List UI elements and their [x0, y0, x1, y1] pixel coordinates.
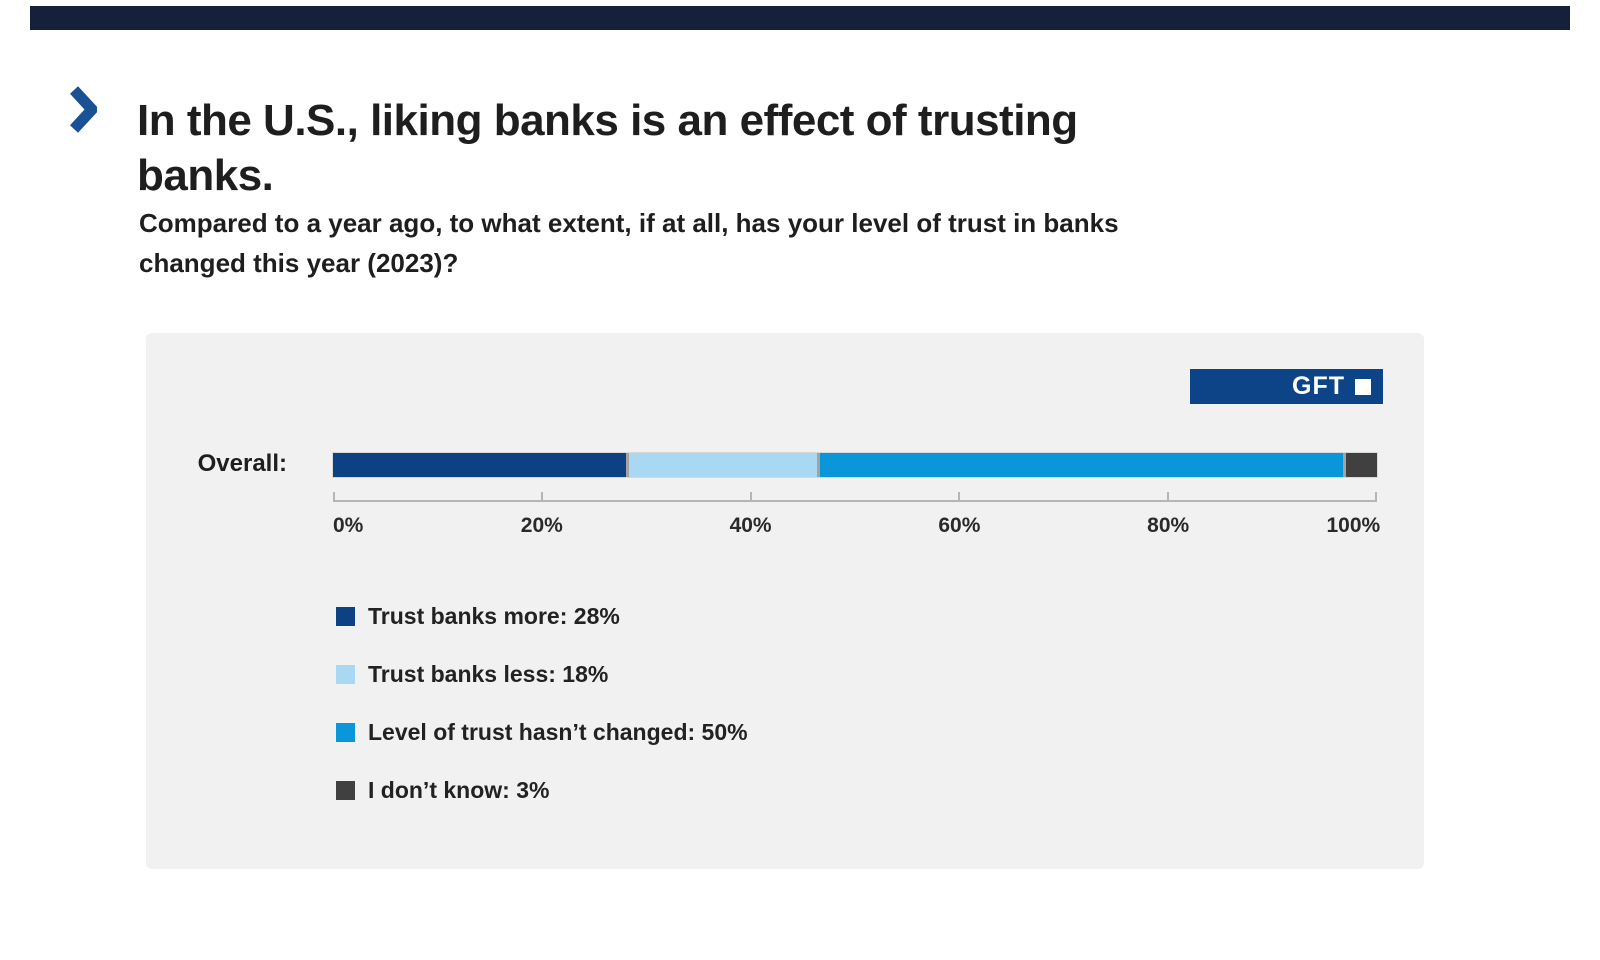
page-title-line-2: banks.: [137, 151, 274, 201]
gft-badge: GFT: [1190, 369, 1383, 404]
legend-label-trust-banks-less: Trust banks less: 18%: [368, 661, 609, 687]
top-accent-bar: [30, 6, 1570, 30]
gft-badge-label: GFT: [1292, 372, 1345, 400]
page-title-line-1: In the U.S., liking banks is an effect o…: [137, 96, 1078, 146]
legend-item-i-don-t-know: I don’t know: 3%: [336, 777, 748, 803]
x-axis-tick-80: [1167, 492, 1170, 500]
gft-logo-square-icon: [1355, 378, 1371, 395]
x-axis-label-60: 60%: [938, 514, 981, 537]
category-label: Overall:: [197, 450, 287, 477]
x-axis-tick-60: [958, 492, 961, 500]
survey-question-line-2: changed this year (2023)?: [139, 248, 459, 278]
chart-panel: GFT Overall: 0% 20% 40% 60% 80% 100% Trust ba…: [146, 333, 1424, 869]
page-title: In the U.S., liking banks is an effect o…: [137, 93, 1437, 203]
x-axis-tick-0: [333, 492, 335, 500]
x-axis-tick-100: [1375, 492, 1377, 500]
legend-swatch-trust-banks-more: [336, 607, 355, 626]
x-axis-label-0: 0%: [333, 514, 364, 537]
x-axis-label-100: 100%: [1326, 514, 1381, 537]
x-axis-tick-20: [540, 492, 543, 500]
stacked-bar: [332, 452, 1378, 478]
bar-segment-level-of-trust-hasn-t-changed: [816, 453, 1343, 477]
survey-question-line-1: Compared to a year ago, to what extent, …: [139, 208, 1119, 238]
x-axis-line: [333, 500, 1377, 502]
legend-swatch-trust-banks-less: [336, 665, 355, 684]
bar-segment-trust-banks-less: [625, 453, 817, 477]
legend-label-trust-banks-more: Trust banks more: 28%: [368, 603, 620, 629]
survey-question: Compared to a year ago, to what extent, …: [139, 203, 1439, 283]
legend: Trust banks more: 28% Trust banks less: 1…: [336, 603, 748, 839]
legend-label-level-of-trust-hasn-t-changed: Level of trust hasn’t changed: 50%: [368, 719, 748, 745]
legend-item-level-of-trust-hasn-t-changed: Level of trust hasn’t changed: 50%: [336, 719, 748, 745]
x-axis: 0% 20% 40% 60% 80% 100%: [333, 333, 1380, 869]
bar-segment-trust-banks-more: [333, 453, 626, 477]
chevron-right-icon: [70, 86, 97, 133]
x-axis-label-80: 80%: [1147, 514, 1190, 537]
bar-segment-i-don-t-know: [1342, 453, 1378, 477]
legend-item-trust-banks-less: Trust banks less: 18%: [336, 661, 748, 687]
legend-label-i-don-t-know: I don’t know: 3%: [368, 777, 550, 803]
legend-swatch-i-don-t-know: [336, 781, 355, 800]
x-axis-label-20: 20%: [520, 514, 563, 537]
x-axis-label-40: 40%: [729, 514, 772, 537]
legend-swatch-level-of-trust-hasn-t-changed: [336, 723, 355, 742]
legend-item-trust-banks-more: Trust banks more: 28%: [336, 603, 748, 629]
x-axis-tick-40: [749, 492, 752, 500]
